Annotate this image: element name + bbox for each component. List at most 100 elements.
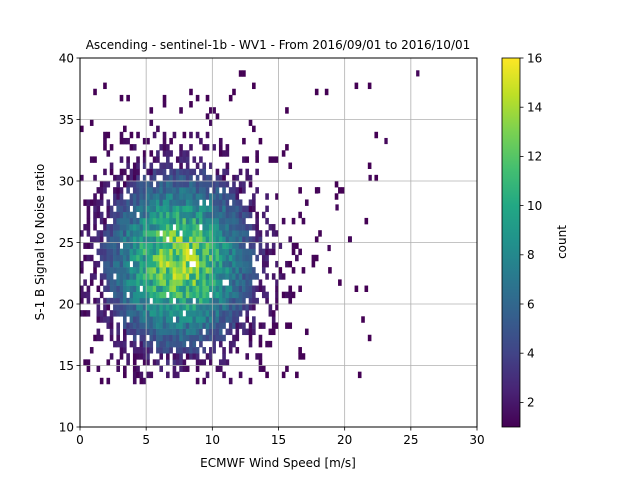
heatmap-cell (265, 273, 269, 280)
heatmap-cell (175, 291, 180, 299)
heatmap-cell (195, 199, 200, 206)
heatmap-cell (255, 230, 259, 237)
heatmap-cell (189, 181, 193, 188)
heatmap-cell (222, 230, 226, 237)
heatmap-cell (368, 174, 372, 181)
heatmap-cell (159, 242, 164, 249)
heatmap-cell (126, 137, 130, 145)
heatmap-cell (248, 285, 253, 292)
heatmap-cell (103, 137, 107, 145)
heatmap-cell (80, 230, 84, 237)
heatmap-cell (129, 144, 134, 151)
heatmap-cell (152, 174, 157, 182)
heatmap-cell (205, 242, 210, 249)
heatmap-cell (215, 279, 220, 286)
heatmap-cell (109, 273, 114, 280)
heatmap-cell (225, 236, 230, 243)
heatmap-cell (83, 310, 87, 317)
heatmap-cell (119, 310, 124, 317)
heatmap-cell (209, 217, 213, 225)
heatmap-cell (222, 224, 226, 231)
heatmap-cell (199, 322, 203, 329)
colorbar-tick-label: 14 (527, 101, 542, 115)
heatmap-cell (149, 187, 154, 194)
heatmap-cell (136, 248, 140, 256)
heatmap-cell (212, 248, 216, 256)
heatmap-cell (106, 279, 111, 286)
heatmap-cell (255, 236, 259, 243)
heatmap-cell (209, 193, 213, 200)
heatmap-cell (96, 230, 101, 237)
heatmap-cell (324, 88, 329, 96)
heatmap-cell (103, 316, 107, 323)
heatmap-cell (212, 267, 216, 274)
heatmap-cell (242, 224, 246, 231)
heatmap-cell (245, 316, 250, 323)
heatmap-cell (175, 211, 180, 219)
heatmap-cell (192, 291, 197, 299)
heatmap-cell (195, 377, 200, 385)
heatmap-cell (195, 285, 200, 292)
heatmap-cell (106, 224, 111, 231)
heatmap-cell (195, 279, 200, 286)
heatmap-cell (252, 82, 256, 90)
heatmap-cell (146, 181, 150, 188)
heatmap-cell (159, 267, 164, 274)
heatmap-cell (179, 267, 183, 274)
heatmap-cell (228, 248, 233, 256)
heatmap-cell (175, 353, 180, 360)
heatmap-cell (179, 322, 183, 329)
heatmap-cell (189, 236, 193, 243)
heatmap-cell (212, 199, 216, 206)
heatmap-cell (159, 199, 164, 206)
heatmap-cell (228, 310, 233, 317)
heatmap-cell (175, 254, 180, 262)
heatmap-cell (169, 273, 173, 280)
heatmap-cell (218, 297, 223, 305)
heatmap-cell (132, 340, 137, 348)
heatmap-cell (281, 371, 286, 379)
heatmap-cell (113, 285, 117, 292)
heatmap-cell (242, 187, 246, 194)
heatmap-cell (156, 291, 160, 299)
heatmap-cell (139, 310, 144, 317)
heatmap-cell (146, 291, 150, 299)
heatmap-cell (202, 224, 207, 231)
heatmap-cell (242, 137, 246, 145)
heatmap-cell (301, 353, 306, 360)
heatmap-cell (252, 205, 256, 213)
heatmap-cell (199, 260, 203, 268)
heatmap-cell (152, 322, 157, 329)
heatmap-cell (139, 377, 144, 385)
heatmap-cell (182, 187, 187, 194)
heatmap-cell (99, 377, 104, 385)
heatmap-cell (189, 322, 193, 329)
heatmap-cell (106, 205, 111, 213)
heatmap-cell (166, 224, 170, 231)
heatmap-cell (228, 260, 233, 268)
heatmap-cell (103, 242, 107, 249)
heatmap-cell (80, 267, 84, 274)
heatmap-cell (242, 267, 246, 274)
heatmap-cell (93, 267, 97, 274)
heatmap-cell (364, 285, 369, 292)
heatmap-cell (136, 199, 140, 206)
heatmap-cell (199, 211, 203, 219)
heatmap-cell (235, 279, 240, 286)
colorbar-tick-label: 2 (527, 396, 535, 410)
heatmap-cell (169, 224, 173, 231)
heatmap-cell (179, 347, 183, 354)
heatmap-cell (109, 260, 114, 268)
heatmap-cell (215, 211, 220, 219)
heatmap-cell (268, 156, 273, 163)
heatmap-cell (212, 205, 216, 213)
heatmap-cell (149, 162, 154, 169)
heatmap-cell (113, 236, 117, 243)
heatmap-cell (123, 304, 127, 311)
heatmap-cell (205, 144, 210, 151)
heatmap-cell (162, 273, 167, 280)
heatmap-cell (172, 304, 177, 311)
heatmap-cell (166, 211, 170, 219)
heatmap-cell (185, 156, 190, 163)
heatmap-cell (222, 254, 226, 262)
